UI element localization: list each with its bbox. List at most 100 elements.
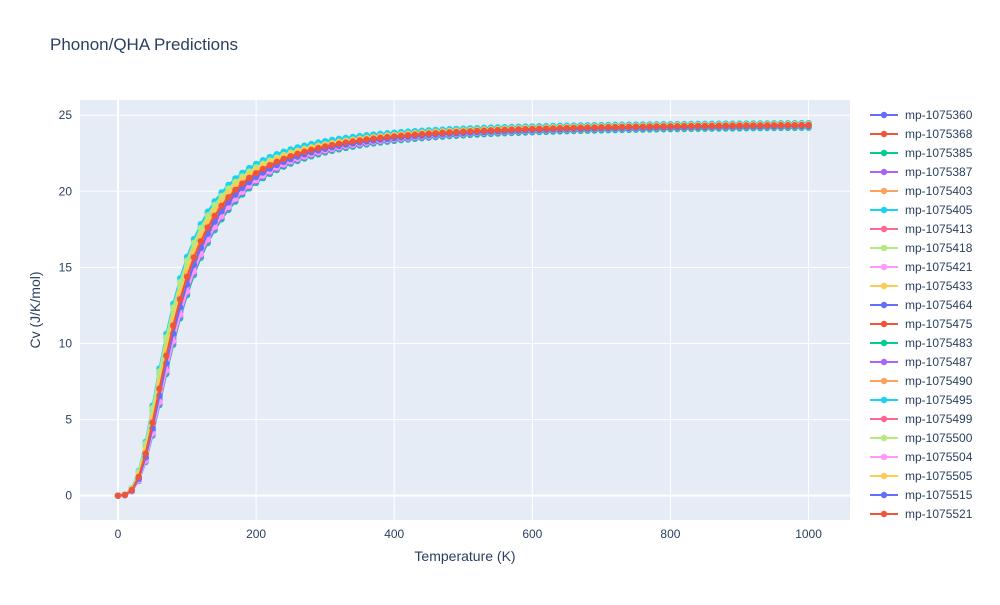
data-point	[411, 131, 419, 138]
legend-item: mp-1075515	[870, 488, 973, 502]
legend-marker	[880, 168, 888, 176]
series-layer	[114, 119, 812, 499]
data-point	[729, 122, 736, 129]
data-point	[425, 130, 432, 137]
legend-marker	[880, 491, 888, 499]
data-point	[114, 492, 122, 499]
data-point	[584, 124, 591, 131]
data-point	[791, 121, 798, 129]
data-point	[529, 125, 536, 133]
legend-marker	[880, 377, 888, 385]
legend-marker	[880, 510, 888, 518]
data-point	[667, 123, 674, 130]
legend-marker	[880, 358, 888, 366]
data-point	[757, 122, 764, 129]
data-point	[170, 322, 177, 329]
legend: mp-1075360 mp-1075368 mp-1075385 mp-1075387…	[870, 108, 973, 521]
data-point	[225, 194, 232, 201]
data-point	[149, 419, 156, 426]
data-point	[549, 125, 557, 132]
data-point	[156, 385, 163, 392]
legend-marker	[880, 472, 888, 480]
data-point	[301, 148, 308, 155]
data-point	[708, 122, 716, 130]
data-point	[356, 137, 363, 144]
data-point	[280, 155, 287, 163]
legend-item: mp-1075418	[870, 241, 973, 255]
x-tick-label: 200	[246, 527, 266, 541]
data-point	[694, 122, 702, 130]
legend-item: mp-1075421	[870, 260, 973, 274]
data-point	[605, 124, 612, 131]
data-point	[536, 125, 543, 132]
data-point	[508, 126, 515, 133]
data-point	[370, 135, 377, 142]
data-point	[142, 450, 149, 457]
data-point	[294, 150, 301, 158]
data-point	[197, 238, 205, 245]
x-tick-label: 400	[384, 527, 404, 541]
legend-item: mp-1075504	[870, 450, 973, 464]
legend-marker	[880, 301, 888, 309]
legend-marker	[880, 263, 888, 271]
data-point	[259, 165, 267, 173]
legend-label: mp-1075360	[905, 108, 973, 122]
legend-marker	[880, 396, 888, 404]
data-point	[515, 126, 522, 133]
legend-marker	[880, 453, 888, 461]
legend-item: mp-1075500	[870, 431, 973, 445]
legend-label: mp-1075385	[905, 146, 973, 160]
data-point	[653, 123, 660, 130]
data-point	[183, 273, 191, 280]
data-point	[660, 123, 667, 130]
data-point	[618, 123, 626, 131]
legend-item: mp-1075521	[870, 507, 973, 521]
series-mp-1075521	[114, 121, 812, 499]
data-point	[770, 122, 778, 129]
legend-label: mp-1075504	[905, 450, 973, 464]
data-point	[681, 122, 688, 130]
legend-label: mp-1075405	[905, 203, 973, 217]
data-point	[204, 212, 211, 219]
legend-item: mp-1075413	[870, 222, 973, 236]
data-point	[632, 123, 640, 130]
data-point	[563, 124, 571, 132]
legend-label: mp-1075403	[905, 184, 973, 198]
data-point	[308, 146, 315, 154]
legend-marker	[880, 225, 888, 233]
data-point	[466, 128, 474, 135]
data-point	[487, 127, 495, 134]
plot-area	[80, 100, 850, 520]
legend-item: mp-1075495	[870, 393, 973, 407]
data-point	[646, 123, 653, 130]
data-point	[715, 122, 722, 129]
data-point	[439, 129, 446, 136]
data-point	[404, 131, 412, 139]
data-point	[273, 158, 281, 166]
data-point	[335, 140, 343, 147]
legend-item: mp-1075487	[870, 355, 973, 369]
data-point	[432, 129, 439, 137]
data-point	[494, 126, 501, 134]
y-tick-label: 0	[65, 489, 72, 503]
data-point	[556, 125, 564, 132]
data-point	[763, 122, 771, 129]
y-axis-title: Cv (J/K/mol)	[27, 272, 43, 349]
data-point	[701, 122, 709, 130]
data-point	[266, 161, 274, 169]
data-point	[183, 257, 191, 264]
data-point	[522, 125, 529, 133]
legend-label: mp-1075515	[905, 488, 973, 502]
data-point	[591, 124, 598, 131]
legend-label: mp-1075368	[905, 127, 973, 141]
legend-label: mp-1075499	[905, 412, 973, 426]
data-point	[218, 202, 225, 210]
data-point	[639, 123, 647, 130]
data-point	[239, 180, 246, 187]
data-point	[453, 128, 460, 136]
legend-item: mp-1075387	[870, 165, 973, 179]
data-point	[232, 186, 239, 194]
legend-marker	[880, 187, 888, 195]
data-point	[211, 212, 218, 220]
